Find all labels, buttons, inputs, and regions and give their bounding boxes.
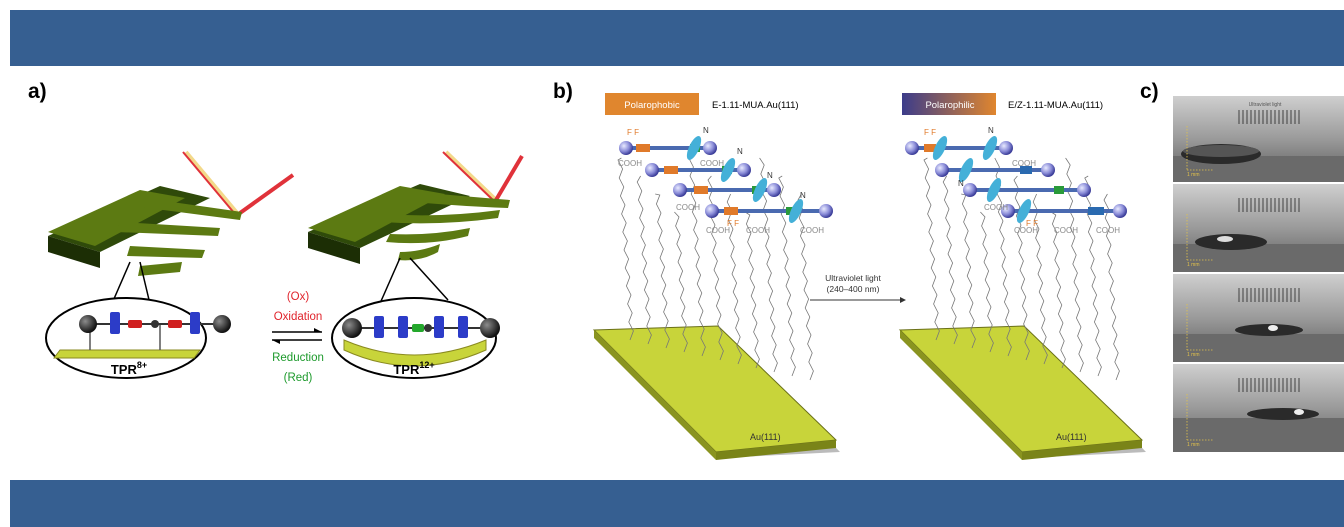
rotaxanes-left	[619, 136, 833, 223]
svg-text:F F: F F	[924, 128, 936, 137]
svg-text:N: N	[767, 171, 773, 180]
alkyl-chain	[1032, 193, 1048, 365]
red-label: (Red)	[284, 372, 313, 384]
frame-2: 1 mm	[1173, 184, 1344, 272]
svg-text:1 mm: 1 mm	[1187, 442, 1200, 448]
svg-text:Ultraviolet light: Ultraviolet light	[1249, 102, 1282, 108]
alkyl-chains-left	[617, 157, 814, 381]
right-formula: E/Z-1.11-MUA.Au(111)	[1008, 100, 1103, 111]
laser-right	[442, 150, 524, 202]
svg-text:COOH: COOH	[676, 203, 700, 212]
rotaxanes-right	[905, 136, 1127, 223]
droplet-photo-stack: Ultraviolet light 1 mm 1 mm 1 mm 1 mm	[1173, 96, 1344, 452]
tpr-right-label: TPR12+	[393, 360, 434, 377]
alkyl-chain	[617, 157, 634, 341]
polarophobic-box	[605, 93, 699, 115]
polarophobic-label: Polarophobic	[624, 100, 680, 111]
frame-3: 1 mm	[1173, 274, 1344, 362]
panel-a-label: a)	[28, 80, 47, 103]
uv-arrow-line2: (240–400 nm)	[827, 284, 880, 294]
alkyl-chain	[636, 175, 652, 345]
frame-1: Ultraviolet light 1 mm	[1173, 96, 1344, 182]
reduction-label: Reduction	[272, 352, 324, 364]
labels-left: F F N COOH COOH N N N COOH COOH COOH COO…	[618, 126, 824, 235]
svg-text:COOH: COOH	[1012, 159, 1036, 168]
svg-text:N: N	[988, 126, 994, 135]
laser-left	[182, 150, 295, 216]
svg-text:1 mm: 1 mm	[1187, 262, 1200, 268]
alkyl-chain	[980, 211, 994, 353]
svg-text:1 mm: 1 mm	[1187, 352, 1200, 358]
alkyl-chain	[655, 193, 670, 349]
svg-text:N: N	[800, 191, 806, 200]
panel-b-label: b)	[553, 80, 573, 103]
molecule-left	[45, 297, 231, 379]
svg-text:COOH: COOH	[706, 226, 730, 235]
labels-right: F F N N COOH COOH COOH COOH COOH F F	[924, 126, 1120, 235]
svg-text:COOH: COOH	[984, 203, 1008, 212]
uv-arrow-arrays	[1238, 110, 1300, 392]
cantilever-left	[48, 186, 242, 276]
svg-text:F F: F F	[727, 219, 739, 228]
equilibrium-arrows	[272, 328, 322, 344]
svg-text:COOH: COOH	[618, 159, 642, 168]
molecule-right	[331, 297, 500, 379]
svg-text:COOH: COOH	[1096, 226, 1120, 235]
alkyl-chain	[744, 211, 760, 369]
footer-bar	[10, 480, 1344, 527]
panel-c-label: c)	[1140, 80, 1159, 103]
svg-text:F F: F F	[1026, 219, 1038, 228]
svg-text:COOH: COOH	[800, 226, 824, 235]
cantilever-right	[308, 184, 510, 264]
svg-text:COOH: COOH	[746, 226, 770, 235]
left-formula: E-1.11-MUA.Au(111)	[712, 100, 799, 111]
alkyl-chain	[961, 193, 976, 349]
svg-text:F F: F F	[627, 128, 639, 137]
alkyl-chain	[1013, 175, 1030, 361]
alkyl-chain	[778, 175, 796, 377]
tpr-left-label: TPR8+	[111, 360, 147, 377]
substrate-left-label: Au(111)	[750, 432, 781, 442]
uv-arrow-line1: Ultraviolet light	[825, 273, 881, 283]
alkyl-chain	[1103, 193, 1120, 381]
svg-text:N: N	[958, 179, 964, 188]
scale-bars	[1186, 126, 1213, 441]
uv-arrow	[810, 297, 906, 303]
svg-text:COOH: COOH	[700, 159, 724, 168]
svg-text:COOH: COOH	[1014, 226, 1038, 235]
alkyl-chain	[1050, 211, 1066, 369]
gold-substrate-right	[898, 325, 1146, 460]
alkyl-chain	[1084, 175, 1102, 377]
polarophilic-label: Polarophilic	[925, 100, 974, 111]
header-bar	[10, 10, 1344, 66]
alkyl-chain	[797, 193, 814, 381]
frame-4: 1 mm	[1173, 364, 1344, 452]
alkyl-chain	[923, 157, 940, 341]
ox-label: (Ox)	[287, 291, 310, 303]
polarophilic-box	[902, 93, 996, 115]
alkyl-chain	[707, 175, 724, 361]
substrate-right-label: Au(111)	[1056, 432, 1087, 442]
alkyl-chain	[726, 193, 742, 365]
svg-text:N: N	[703, 126, 709, 135]
oxidation-label: Oxidation	[274, 311, 323, 323]
svg-text:COOH: COOH	[1054, 226, 1078, 235]
alkyl-chain	[942, 175, 958, 345]
gold-substrate-left	[592, 325, 840, 460]
svg-text:1 mm: 1 mm	[1187, 172, 1200, 178]
svg-text:N: N	[737, 147, 743, 156]
alkyl-chain	[674, 211, 688, 353]
